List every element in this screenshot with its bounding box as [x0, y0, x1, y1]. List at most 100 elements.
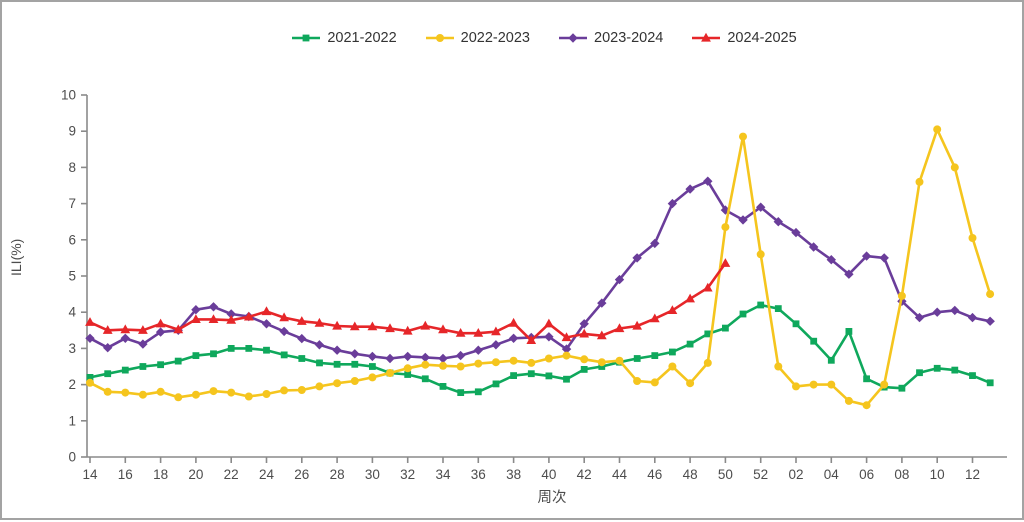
- triangle-marker: [544, 318, 554, 328]
- svg-text:2: 2: [68, 377, 76, 392]
- square-marker: [969, 372, 976, 379]
- diamond-marker: [367, 351, 378, 362]
- diamond-marker: [155, 327, 166, 337]
- diamond-marker: [914, 312, 925, 323]
- svg-text:20: 20: [188, 467, 203, 482]
- square-marker: [121, 366, 129, 374]
- diamond-marker: [985, 316, 995, 326]
- diamond-marker: [297, 333, 307, 344]
- square-marker: [439, 383, 447, 390]
- triangle-marker: [191, 314, 201, 323]
- circle-marker: [435, 34, 444, 42]
- diamond-marker: [579, 319, 589, 329]
- square-marker: [986, 379, 994, 387]
- svg-text:24: 24: [259, 467, 275, 482]
- svg-text:36: 36: [471, 467, 486, 482]
- triangle-marker: [226, 315, 237, 324]
- legend-label: 2021-2022: [327, 30, 397, 46]
- svg-text:5: 5: [68, 269, 76, 284]
- svg-text:10: 10: [930, 467, 945, 482]
- circle-marker: [933, 125, 942, 134]
- svg-text:32: 32: [400, 467, 415, 482]
- diamond-marker: [773, 217, 783, 227]
- legend-square-icon: [291, 31, 321, 45]
- triangle-marker: [455, 328, 466, 337]
- svg-text:6: 6: [68, 232, 76, 247]
- square-marker: [722, 324, 729, 332]
- legend-item-2022-2023[interactable]: 2022-2023: [425, 30, 530, 46]
- square-marker: [280, 351, 288, 359]
- square-marker: [633, 355, 641, 362]
- legend-item-2024-2025[interactable]: 2024-2025: [691, 30, 797, 46]
- svg-text:06: 06: [859, 467, 874, 482]
- square-marker: [774, 305, 782, 312]
- circle-marker: [897, 291, 906, 300]
- circle-marker: [950, 163, 959, 172]
- square-marker: [492, 380, 500, 388]
- triangle-marker: [473, 328, 484, 337]
- square-marker: [863, 375, 870, 383]
- square-marker: [474, 388, 482, 396]
- triangle-marker: [279, 312, 289, 322]
- diamond-marker: [808, 242, 819, 252]
- square-marker: [139, 363, 147, 370]
- diamond-marker: [861, 251, 872, 261]
- svg-text:3: 3: [68, 341, 76, 356]
- circle-marker: [227, 388, 236, 397]
- square-marker: [157, 361, 164, 369]
- triangle-marker: [102, 325, 113, 334]
- square-marker: [739, 310, 747, 318]
- triangle-marker: [138, 325, 148, 334]
- circle-marker: [915, 177, 924, 186]
- circle-marker: [368, 373, 377, 382]
- square-marker: [810, 337, 818, 345]
- square-marker: [316, 359, 323, 367]
- diamond-marker: [544, 332, 554, 342]
- square-marker: [369, 363, 376, 370]
- triangle-marker: [526, 335, 537, 344]
- svg-text:8: 8: [68, 160, 76, 175]
- triangle-marker: [685, 293, 695, 303]
- chart-legend: 2021-2022 2022-2023 2023-2024 2024-2025: [2, 30, 1022, 46]
- legend-label: 2024-2025: [727, 30, 797, 46]
- legend-item-2023-2024[interactable]: 2023-2024: [558, 30, 663, 46]
- circle-marker: [633, 377, 642, 385]
- svg-text:08: 08: [894, 467, 909, 482]
- triangle-marker: [120, 324, 131, 334]
- diamond-marker: [879, 253, 889, 263]
- diamond-marker: [85, 333, 95, 343]
- square-marker: [704, 330, 712, 338]
- diamond-marker: [932, 307, 942, 317]
- svg-text:02: 02: [788, 467, 803, 482]
- axes: [81, 94, 1007, 463]
- circle-marker: [86, 378, 94, 387]
- diamond-marker: [473, 345, 483, 355]
- diamond-marker: [614, 274, 625, 285]
- circle-marker: [580, 355, 589, 364]
- square-marker: [333, 360, 341, 368]
- svg-text:16: 16: [118, 467, 133, 482]
- diamond-marker: [103, 343, 113, 353]
- legend-item-2021-2022[interactable]: 2021-2022: [291, 30, 397, 46]
- circle-marker: [562, 351, 571, 360]
- diamond-marker: [120, 333, 130, 343]
- circle-marker: [191, 390, 200, 399]
- diamond-marker: [138, 339, 148, 349]
- square-marker: [933, 364, 941, 372]
- triangle-marker: [385, 323, 395, 333]
- square-marker: [104, 370, 112, 378]
- circle-marker: [262, 390, 271, 398]
- diamond-marker: [791, 227, 801, 238]
- circle-marker: [474, 359, 483, 368]
- square-marker: [845, 328, 853, 335]
- svg-text:44: 44: [612, 467, 628, 482]
- circle-marker: [844, 396, 853, 405]
- square-marker: [86, 374, 94, 381]
- diamond-marker: [826, 255, 836, 265]
- square-marker: [669, 348, 676, 356]
- circle-marker: [615, 356, 624, 365]
- circle-marker: [456, 362, 465, 371]
- series-line-2022-2023: [86, 125, 995, 410]
